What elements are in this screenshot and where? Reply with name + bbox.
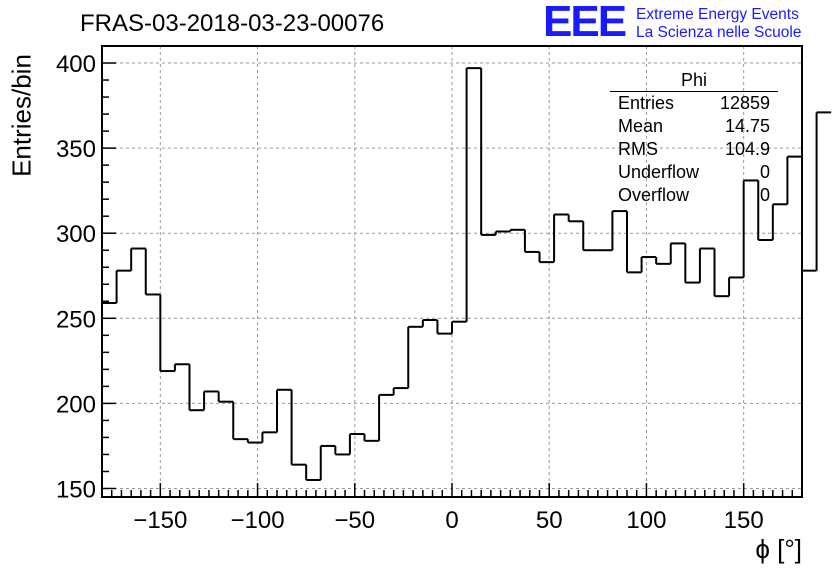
histogram-bin (115, 269, 132, 303)
x-tick-label: 150 (724, 507, 764, 534)
stats-title: Phi (610, 70, 778, 92)
histogram-bin (246, 439, 263, 444)
histogram-bin (188, 364, 205, 412)
y-tick-label: 300 (56, 221, 96, 248)
histogram-bin (669, 242, 686, 264)
histogram-bin (728, 276, 744, 297)
histogram-bin (538, 251, 555, 264)
histogram-bin (786, 155, 802, 205)
histogram-bin (159, 294, 175, 373)
histogram-bin (698, 247, 715, 283)
histogram-bin (801, 156, 817, 272)
histogram-bin (290, 389, 307, 466)
x-tick-label: −150 (133, 507, 187, 534)
histogram-bin (348, 433, 365, 455)
histogram-bin (203, 390, 219, 411)
histogram-bin (567, 214, 584, 223)
y-tick-label: 200 (56, 391, 96, 418)
stats-value: 14.75 (724, 116, 770, 136)
logo-caption: Extreme Energy Events La Scienza nelle S… (636, 6, 801, 42)
x-tick-label: −100 (231, 507, 285, 534)
histogram-bin (713, 248, 730, 298)
histogram-bin (130, 247, 146, 271)
histogram-bin (407, 325, 423, 389)
histogram-bin (276, 388, 292, 433)
histogram-bin (378, 393, 394, 441)
x-tick-label: 100 (626, 507, 666, 534)
histogram-bin (640, 256, 657, 273)
y-tick-label: 400 (56, 51, 96, 78)
stats-value: 0 (759, 162, 770, 182)
histogram-bin (363, 434, 380, 442)
stats-label: Mean (618, 116, 664, 136)
x-tick-labels: −150 −100 −50 0 50 100 150 (133, 507, 763, 534)
x-axis-label: ϕ [°] (755, 534, 802, 564)
histogram-bin (553, 213, 569, 263)
grid-lines (102, 46, 802, 497)
y-axis-label: Entries/bin (6, 54, 37, 177)
histogram-bin (451, 320, 467, 334)
stats-label: Overflow (618, 185, 690, 205)
y-tick-label: 250 (56, 306, 96, 333)
x-tick-label: 0 (445, 507, 458, 534)
histogram-bin (494, 230, 511, 235)
histogram-bin (392, 387, 409, 395)
histogram-bin (144, 248, 161, 296)
histogram-bin (815, 111, 832, 271)
histogram-bin (319, 444, 336, 480)
stats-row-mean: Mean 14.75 (608, 115, 778, 138)
histogram-bin (480, 68, 496, 236)
histogram-bin (757, 180, 773, 242)
histogram-bin (509, 228, 525, 232)
histogram-bin (626, 211, 642, 274)
x-tick-label: −50 (334, 507, 375, 534)
histogram-bin (421, 319, 438, 327)
histogram-bin (217, 391, 234, 403)
stats-label: Underflow (618, 162, 700, 182)
y-tick-labels: 150 200 250 300 350 400 (56, 51, 96, 503)
histogram-bin (742, 179, 759, 278)
x-tick-label: 50 (536, 507, 563, 534)
histogram-bin (334, 445, 350, 456)
histogram-bin (523, 229, 540, 253)
plot-title: FRAS-03-2018-03-23-00076 (80, 10, 385, 37)
stats-row-underflow: Underflow 0 (608, 161, 778, 184)
histogram-bin (611, 210, 627, 251)
histogram-bin (305, 464, 321, 481)
logo-line-2: La Scienza nelle Scuole (636, 24, 802, 41)
stats-value: 12859 (719, 93, 770, 113)
y-tick-label: 350 (56, 136, 96, 163)
stats-label: Entries (618, 93, 675, 113)
histogram-bin (771, 203, 788, 241)
histogram-bin (436, 320, 452, 335)
stats-label: RMS (618, 139, 658, 159)
histogram-bin (684, 243, 700, 284)
stats-row-rms: RMS 104.9 (608, 138, 778, 161)
histogram-bin (655, 257, 671, 265)
histogram-bin (465, 67, 482, 322)
histogram-bin (173, 363, 190, 372)
histogram-bin (582, 221, 598, 252)
stats-value: 0 (759, 185, 770, 205)
stats-value: 104.9 (724, 139, 770, 159)
stats-row-overflow: Overflow 0 (608, 184, 778, 207)
histogram-bin (232, 401, 248, 441)
stats-row-entries: Entries 12859 (608, 92, 778, 115)
axis-ticks (102, 62, 794, 497)
histogram-bin (261, 431, 277, 443)
logo-line-1: Extreme Energy Events (636, 6, 799, 23)
histogram-bars (102, 67, 832, 481)
eee-logo: EEE (543, 0, 627, 46)
stats-box: Phi Entries 12859 Mean 14.75 RMS 104.9 U… (608, 70, 778, 207)
y-tick-label: 150 (56, 476, 96, 503)
